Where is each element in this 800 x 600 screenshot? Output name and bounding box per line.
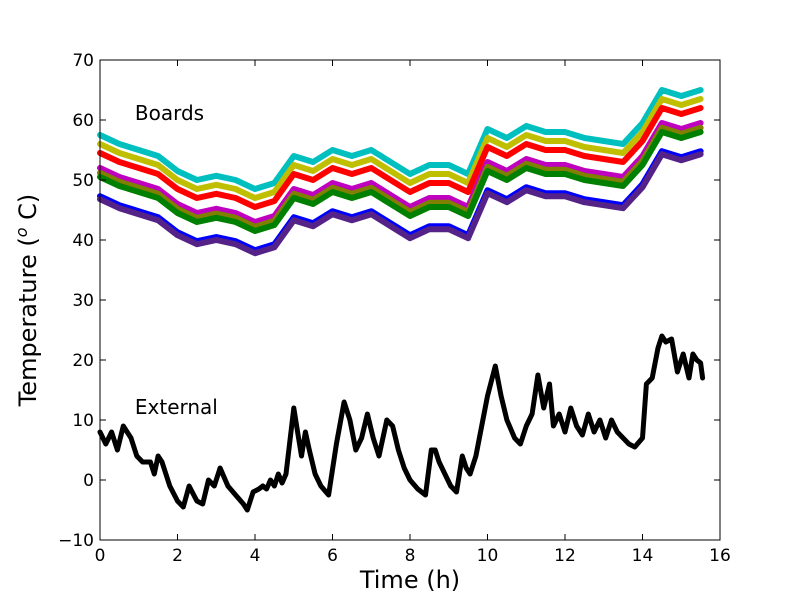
y-tick-label-3: 20 — [72, 351, 94, 371]
series-line-5 — [97, 129, 704, 234]
x-axis-title: Time (h) — [359, 566, 460, 594]
series-layer — [97, 87, 706, 513]
x-tick-label-6: 12 — [554, 546, 576, 566]
x-tick-label-8: 16 — [709, 546, 731, 566]
y-tick-label-6: 50 — [72, 171, 94, 191]
x-tick-label-2: 4 — [250, 546, 261, 566]
series-line-8 — [97, 333, 706, 513]
x-tick-label-7: 14 — [632, 546, 654, 566]
y-tick-label-5: 40 — [72, 231, 94, 251]
x-tick-label-3: 6 — [327, 546, 338, 566]
y-tick-label-8: 70 — [72, 51, 94, 71]
y-axis-title-sup: o — [12, 227, 31, 237]
series-line-4 — [97, 124, 704, 230]
x-tick-label-4: 8 — [405, 546, 416, 566]
y-axis-title: Temperature (o C) — [12, 194, 42, 408]
y-tick-label-4: 30 — [72, 291, 94, 311]
y-tick-label-2: 10 — [72, 411, 94, 431]
annotation-external: External — [135, 395, 218, 419]
series-line-0 — [97, 87, 704, 192]
series-line-2 — [97, 105, 704, 210]
x-tick-label-5: 10 — [477, 546, 499, 566]
y-tick-label-7: 60 — [72, 111, 94, 131]
x-tick-label-1: 2 — [172, 546, 183, 566]
series-line-7 — [97, 151, 704, 257]
y-tick-label-0: −10 — [58, 531, 94, 551]
series-line-3 — [97, 120, 704, 225]
y-tick-label-1: 0 — [83, 471, 94, 491]
series-line-1 — [97, 96, 704, 201]
annotation-boards: Boards — [135, 101, 204, 125]
x-tick-label-0: 0 — [95, 546, 106, 566]
tick-layer — [99, 59, 721, 541]
y-axis-title-prefix: Temperature ( — [14, 237, 42, 407]
plot-area — [100, 60, 720, 540]
y-axis-title-suffix: C) — [14, 194, 42, 228]
